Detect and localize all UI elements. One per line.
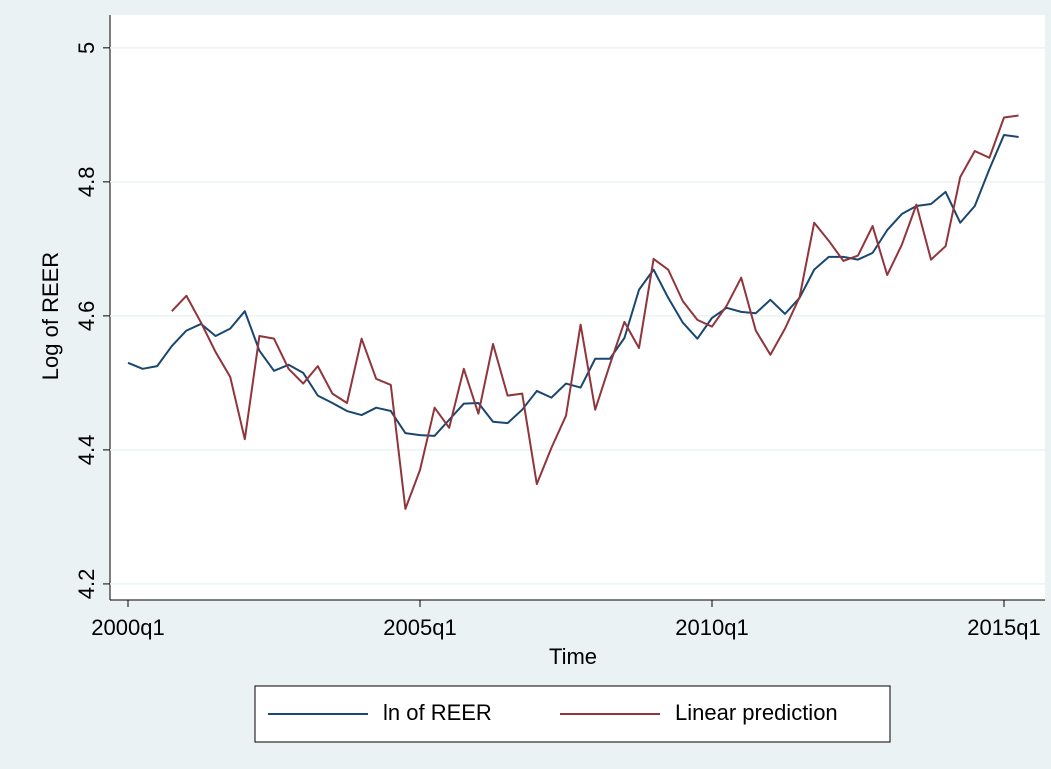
x-tick-label: 2010q1	[675, 615, 748, 640]
legend-label: ln of REER	[383, 700, 492, 725]
y-tick-label: 5	[74, 42, 99, 54]
y-tick-label: 4.4	[74, 435, 99, 466]
y-tick-label: 4.6	[74, 301, 99, 332]
y-tick-label: 4.8	[74, 167, 99, 198]
x-tick-label: 2000q1	[91, 615, 164, 640]
series-line	[127, 133, 1019, 437]
x-tick-label: 2015q1	[967, 615, 1040, 640]
x-axis-title: Time	[549, 644, 597, 669]
series-line	[171, 114, 1019, 510]
y-axis-title: Log of REER	[38, 252, 63, 380]
y-tick-label: 4.2	[74, 569, 99, 600]
legend-label: Linear prediction	[675, 700, 838, 725]
x-tick-label: 2005q1	[383, 615, 456, 640]
plot-region	[110, 15, 1045, 600]
